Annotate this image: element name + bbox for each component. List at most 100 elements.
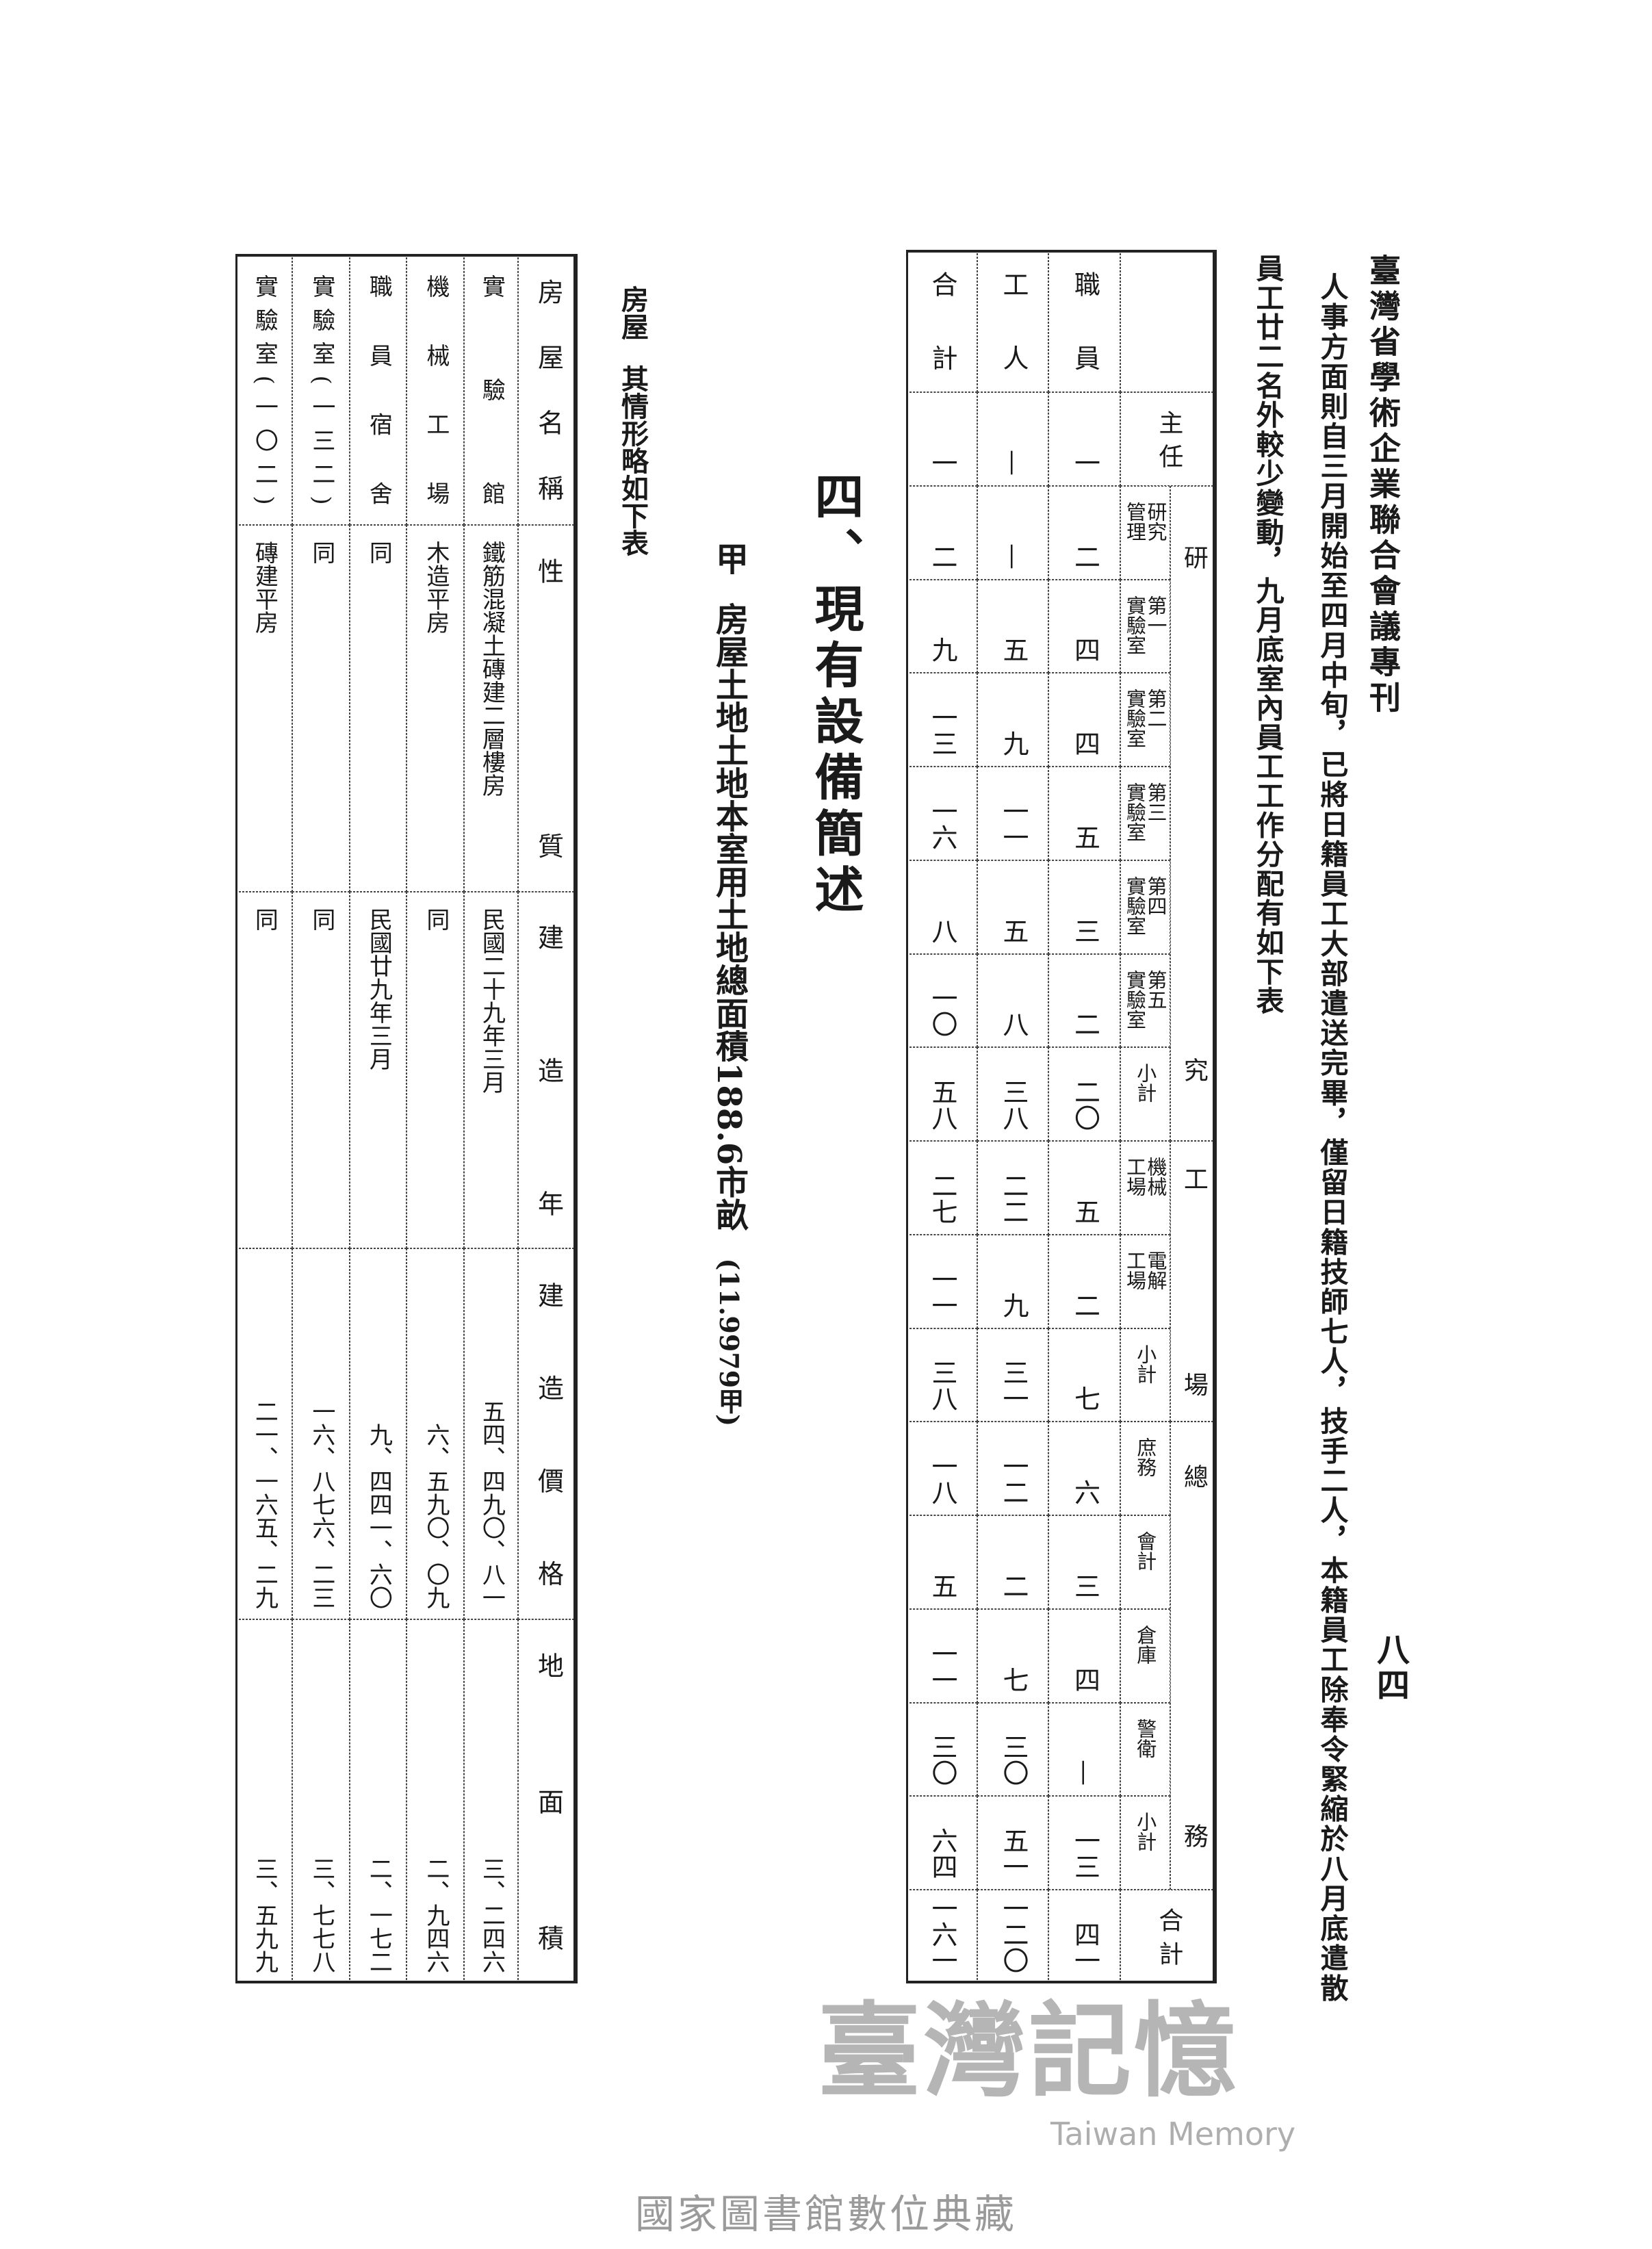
table-cell-text: 二七 — [927, 1172, 957, 1224]
row-label-text: 實驗館 — [478, 274, 506, 505]
column-header: 職員 — [1048, 250, 1120, 392]
table-cell-text: 八 — [998, 1011, 1029, 1038]
table-cell-text: 鐵筋混凝土磚建二層樓房 — [478, 541, 506, 797]
row-label-text: 職員宿舍 — [365, 274, 393, 505]
table-cell-text: 同 — [365, 541, 393, 564]
column-header-text: 地面積 — [533, 1652, 564, 1951]
row-label-text: 合計 — [1154, 1907, 1183, 1966]
table-cell-text: 四 — [1070, 637, 1100, 663]
table-cell: 八 — [906, 860, 977, 954]
table-cell: 一八 — [906, 1422, 977, 1516]
table-cell-text: 一二〇 — [998, 1894, 1029, 1973]
table-cell-text: 三〇 — [998, 1734, 1029, 1786]
table-cell: 一六 — [906, 767, 977, 860]
column-header-text: 房屋名稱 — [533, 278, 564, 501]
table-cell: 同 — [235, 892, 292, 1248]
column-header-text: 建造價格 — [533, 1281, 564, 1586]
table-cell-text: 三〇 — [927, 1734, 957, 1786]
row-label-text: 主任 — [1154, 409, 1183, 468]
row-label-text: 機械工場 — [422, 274, 450, 505]
table-cell: 木造平房 — [406, 525, 464, 892]
table-cell: 鐵筋混凝土磚建二層樓房 — [464, 525, 518, 892]
table-cell: 三一 — [977, 1328, 1048, 1422]
table-cell-text: 一一 — [998, 797, 1029, 850]
table-cell: 同 — [350, 525, 406, 892]
table-cell: 四 — [1048, 579, 1120, 673]
table-cell-text: 二 — [998, 1572, 1029, 1599]
table-cell: 三〇 — [906, 1702, 977, 1797]
table-cell: 二、一七二 — [350, 1619, 406, 1983]
column-header-text: 性質 — [533, 558, 564, 859]
row-label: 第一 實驗室 — [1120, 579, 1170, 673]
row-label: 實驗館 — [464, 254, 518, 525]
row-label: 電解 工場 — [1120, 1234, 1170, 1328]
table-cell: 一三 — [906, 673, 977, 767]
subsection-marker: 甲 — [710, 542, 748, 575]
table-cell-text: 一三 — [927, 704, 957, 757]
row-label-text: 倉庫 — [1133, 1624, 1157, 1665]
page-number: 八四 — [1371, 1632, 1409, 1704]
table-cell-text: 木造平房 — [422, 541, 450, 634]
column-header: 地面積 — [518, 1619, 578, 1983]
table-cell-text: 磚建平房 — [250, 541, 279, 634]
land-area-line: 甲房屋土地土地本室用土地總面積188.6市畝 (11.9979甲) — [705, 542, 753, 1426]
table-cell: 九 — [906, 579, 977, 673]
table-cell-text: 七 — [998, 1666, 1029, 1693]
table-cell: 五 — [977, 579, 1048, 673]
table-cell-text: 五 — [1070, 1198, 1100, 1224]
table-cell: 同 — [406, 892, 464, 1248]
table-cell: 五 — [1048, 767, 1120, 860]
table-cell-text: 九 — [927, 637, 957, 663]
table-cell: 三 — [1048, 1515, 1120, 1609]
table-cell-text: 三、五九九 — [250, 1857, 279, 1973]
table-cell: 四一 — [1048, 1890, 1120, 1983]
table-cell: 一二〇 — [977, 1890, 1048, 1983]
table-cell-text: 四一 — [1070, 1920, 1100, 1973]
row-label-text: 機械 工場 — [1123, 1157, 1167, 1197]
table-cell: 二一、一六五、二九 — [235, 1248, 292, 1619]
row-label-text: 實驗室(一〇二) — [250, 274, 279, 505]
column-header: 合計 — [906, 250, 977, 392]
column-header: 建造價格 — [518, 1248, 578, 1619]
table-cell: 二 — [1048, 485, 1120, 580]
column-header-text: 職員 — [1070, 271, 1100, 371]
table-cell: 同 — [292, 525, 350, 892]
table-cell: 三、七七八 — [292, 1619, 350, 1983]
table-cell: 七 — [977, 1608, 1048, 1703]
row-label: 小計 — [1120, 1047, 1170, 1142]
row-label: 第五 實驗室 — [1120, 953, 1170, 1048]
table-cell-text: 五一 — [998, 1827, 1029, 1880]
housing-label: 房屋 — [617, 285, 649, 340]
table-cell-text: 同 — [307, 908, 335, 931]
group-label-text: 研究 — [1179, 544, 1208, 1082]
row-label-text: 小計 — [1133, 1063, 1157, 1103]
header-corner — [1120, 250, 1217, 392]
group-label-text: 工場 — [1179, 1166, 1208, 1397]
table-cell: 四 — [1048, 1608, 1120, 1703]
table-cell: 二七 — [906, 1141, 977, 1235]
body-paragraph-line: 員工廿二名外較少變動，九月底室內員工工作分配有如下表 — [1251, 254, 1284, 1016]
table-cell: 一六一 — [906, 1890, 977, 1983]
table-cell-text: 同 — [250, 908, 279, 931]
row-label: 合計 — [1120, 1890, 1217, 1983]
table-cell-text: 五 — [927, 1572, 957, 1599]
watermark-english: Taiwan Memory — [1050, 2116, 1296, 2152]
table-cell-text: 同 — [422, 908, 450, 931]
table-cell-text: 三八 — [927, 1359, 957, 1412]
table-cell-text: 二 — [1070, 543, 1100, 569]
table-cell: 一一 — [906, 1234, 977, 1328]
table-cell-text: 一八 — [927, 1453, 957, 1506]
table-cell: 八 — [977, 953, 1048, 1048]
table-cell-text: 三、七七八 — [307, 1857, 335, 1973]
table-cell-text: 五 — [998, 917, 1029, 944]
table-cell: 五 — [906, 1515, 977, 1609]
table-cell-text: 二 — [1070, 1291, 1100, 1318]
table-cell: 九 — [977, 673, 1048, 767]
table-cell-text: 二 — [927, 543, 957, 569]
housing-intro: 房屋其情形略如下表 — [612, 285, 652, 556]
table-cell: 五四、四九〇、八一 — [464, 1248, 518, 1619]
body-paragraph-line: 人事方面則自三月開始至四月中旬，已將日籍員工大部遣送完畢，僅留日籍技師七人，技手… — [1315, 272, 1348, 2003]
row-label-text: 會計 — [1133, 1531, 1157, 1571]
row-label-text: 第二 實驗室 — [1123, 689, 1167, 749]
table-cell: 二 — [1048, 1234, 1120, 1328]
